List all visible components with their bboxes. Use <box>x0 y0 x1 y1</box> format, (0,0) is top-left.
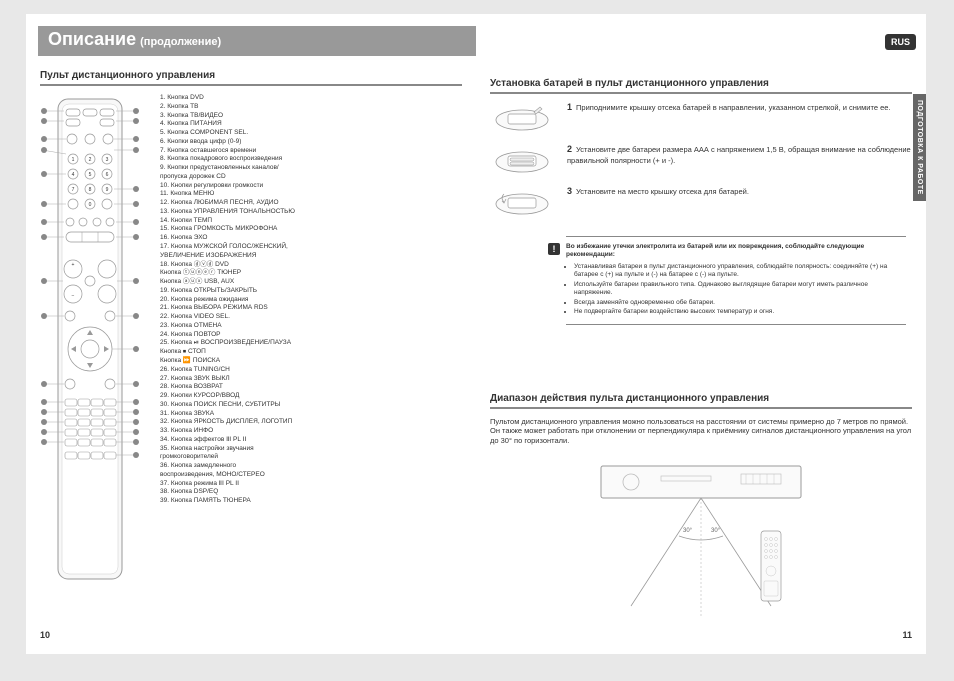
button-item: 32. Кнопка ЯРКОСТЬ ДИСПЛЕЯ, ЛОГОТИП <box>160 418 295 427</box>
section-remote: Пульт дистанционного управления <box>40 70 462 86</box>
button-item: 7. Кнопка оставшегося времени <box>160 147 295 156</box>
warning-box: ! Во избежание утечки электролита из бат… <box>566 236 906 325</box>
button-item: 34. Кнопка эффектов ⅡⅠ PL ⅠⅠ <box>160 436 295 445</box>
button-item: 16. Кнопка ЭХО <box>160 234 295 243</box>
button-item: 15. Кнопка ГРОМКОСТЬ МИКРОФОНА <box>160 225 295 234</box>
svg-text:30°: 30° <box>711 528 721 534</box>
install-illustration <box>490 102 555 142</box>
remote-diagram: 1 2 3 4 5 6 7 8 9 0 <box>40 94 140 589</box>
range-text: Пультом дистанционного управления можно … <box>476 417 926 446</box>
button-item: 30. Кнопка ПОИСК ПЕСНИ, СУБТИТРЫ <box>160 401 295 410</box>
page-number-right: 11 <box>902 630 912 640</box>
button-item: 17. Кнопка МУЖСКОЙ ГОЛОС/ЖЕНСКИЙ, <box>160 243 295 252</box>
button-item: 1. Кнопка DVD <box>160 94 295 103</box>
button-item: 19. Кнопка ОТКРЫТЬ/ЗАКРЫТЬ <box>160 287 295 296</box>
button-item: 6. Кнопки ввода цифр (0-9) <box>160 138 295 147</box>
button-item: 21. Кнопка ВЫБОРА РЕЖИМА RDS <box>160 304 295 313</box>
svg-text:+: + <box>72 262 75 268</box>
button-item: 3. Кнопка ТВ/ВИДЕО <box>160 112 295 121</box>
svg-text:9: 9 <box>106 187 109 193</box>
svg-text:4: 4 <box>72 172 75 178</box>
warning-item: Используйте батареи правильного типа. Од… <box>574 281 906 298</box>
svg-text:7: 7 <box>72 187 75 193</box>
button-item: 20. Кнопка режима ожидания <box>160 296 295 305</box>
left-page: Описание (продолжение) Пульт дистанционн… <box>26 14 476 654</box>
section-range: Диапазон действия пульта дистанционного … <box>490 393 912 409</box>
button-item: Кнопка ⏹ СТОП <box>160 348 295 357</box>
button-item: 5. Кнопка COMPONENT SEL. <box>160 129 295 138</box>
button-item: 26. Кнопка TUNING/CH <box>160 366 295 375</box>
warning-icon: ! <box>548 243 560 255</box>
button-item: 36. Кнопка замедленного <box>160 462 295 471</box>
svg-text:−: − <box>72 293 75 299</box>
side-tab: ПОДГОТОВКА К РАБОТЕ <box>913 94 926 201</box>
button-item: пропуска дорожек CD <box>160 173 295 182</box>
svg-text:30°: 30° <box>683 528 693 534</box>
button-item: 33. Кнопка ИНФО <box>160 427 295 436</box>
button-item: 9. Кнопки предустановленных каналов/ <box>160 164 295 173</box>
page-number-left: 10 <box>40 630 50 640</box>
button-list: 1. Кнопка DVD2. Кнопка ТВ3. Кнопка ТВ/ВИ… <box>160 94 295 589</box>
svg-text:0: 0 <box>89 202 92 208</box>
button-item: 37. Кнопка режима ⅡⅠ PL ⅠⅠ <box>160 480 295 489</box>
button-item: 11. Кнопка МЕНЮ <box>160 190 295 199</box>
range-diagram: 30° 30° <box>476 456 926 631</box>
button-item: 22. Кнопка VIDEO SEL. <box>160 313 295 322</box>
install-step: 2Установите две батареи размера ААА с на… <box>476 144 926 184</box>
button-item: громкоговорителей <box>160 453 295 462</box>
install-text: 2Установите две батареи размера ААА с на… <box>567 144 912 184</box>
install-illustration <box>490 186 555 226</box>
warning-item: Не подвергайте батареи воздействию высок… <box>574 308 906 316</box>
install-text: 3Установите на место крышку отсека для б… <box>567 186 749 226</box>
button-item: 13. Кнопка УПРАВЛЕНИЯ ТОНАЛЬНОСТЬЮ <box>160 208 295 217</box>
install-step: 3Установите на место крышку отсека для б… <box>476 186 926 226</box>
button-item: 25. Кнопка ⏯ ВОСПРОИЗВЕДЕНИЕ/ПАУЗА <box>160 339 295 348</box>
right-page: RUS ПОДГОТОВКА К РАБОТЕ Установка батаре… <box>476 14 926 654</box>
rus-badge: RUS <box>885 34 916 50</box>
page-title: Описание <box>48 29 136 50</box>
button-item: 2. Кнопка ТВ <box>160 103 295 112</box>
svg-text:6: 6 <box>106 172 109 178</box>
button-item: Кнопка ⓐⓤⓧ USB, AUX <box>160 278 295 287</box>
button-item: 23. Кнопка ОТМЕНА <box>160 322 295 331</box>
button-item: 14. Кнопки ТЕМП <box>160 217 295 226</box>
button-item: 31. Кнопка ЗВУКА <box>160 410 295 419</box>
remote-area: 1 2 3 4 5 6 7 8 9 0 <box>26 94 476 589</box>
svg-text:3: 3 <box>106 157 109 163</box>
install-steps: 1Приподнимите крышку отсека батарей в на… <box>476 102 926 226</box>
button-item: воспроизведения, МОНО/СТЕРЕО <box>160 471 295 480</box>
button-item: 27. Кнопка ЗВУК ВЫКЛ <box>160 375 295 384</box>
svg-text:8: 8 <box>89 187 92 193</box>
button-item: 12. Кнопка ЛЮБИМАЯ ПЕСНЯ, АУДИО <box>160 199 295 208</box>
button-item: 29. Кнопки КУРСОР/ВВОД <box>160 392 295 401</box>
install-illustration <box>490 144 555 184</box>
warning-item: Устанавливая батареи в пульт дистанционн… <box>574 263 906 280</box>
button-item: Кнопка ⏩ ПОИСКА <box>160 357 295 366</box>
button-item: 10. Кнопки регулировки громкости <box>160 182 295 191</box>
warning-list: Устанавливая батареи в пульт дистанционн… <box>566 263 906 317</box>
install-step: 1Приподнимите крышку отсека батарей в на… <box>476 102 926 142</box>
button-item: 28. Кнопка ВОЗВРАТ <box>160 383 295 392</box>
button-item: 24. Кнопка ПОВТОР <box>160 331 295 340</box>
button-item: 4. Кнопка ПИТАНИЯ <box>160 120 295 129</box>
svg-text:5: 5 <box>89 172 92 178</box>
button-item: 38. Кнопка DSP/EQ <box>160 488 295 497</box>
page-subtitle: (продолжение) <box>140 36 221 48</box>
svg-text:1: 1 <box>72 157 75 163</box>
button-item: УВЕЛИЧЕНИЕ ИЗОБРАЖЕНИЯ <box>160 252 295 261</box>
section-install: Установка батарей в пульт дистанционного… <box>490 78 912 94</box>
warning-title: Во избежание утечки электролита из батар… <box>566 243 906 260</box>
warning-item: Всегда заменяйте одновременно обе батаре… <box>574 299 906 307</box>
install-text: 1Приподнимите крышку отсека батарей в на… <box>567 102 891 142</box>
button-item: 39. Кнопка ПАМЯТЬ ТЮНЕРА <box>160 497 295 506</box>
button-item: Кнопка ⓣⓤⓝⓔⓡ ТЮНЕР <box>160 269 295 278</box>
title-bar: Описание (продолжение) <box>38 26 476 56</box>
button-item: 8. Кнопка покадрового воспроизведения <box>160 155 295 164</box>
button-item: 18. Кнопка ⓓⓥⓓ DVD <box>160 261 295 270</box>
svg-text:2: 2 <box>89 157 92 163</box>
